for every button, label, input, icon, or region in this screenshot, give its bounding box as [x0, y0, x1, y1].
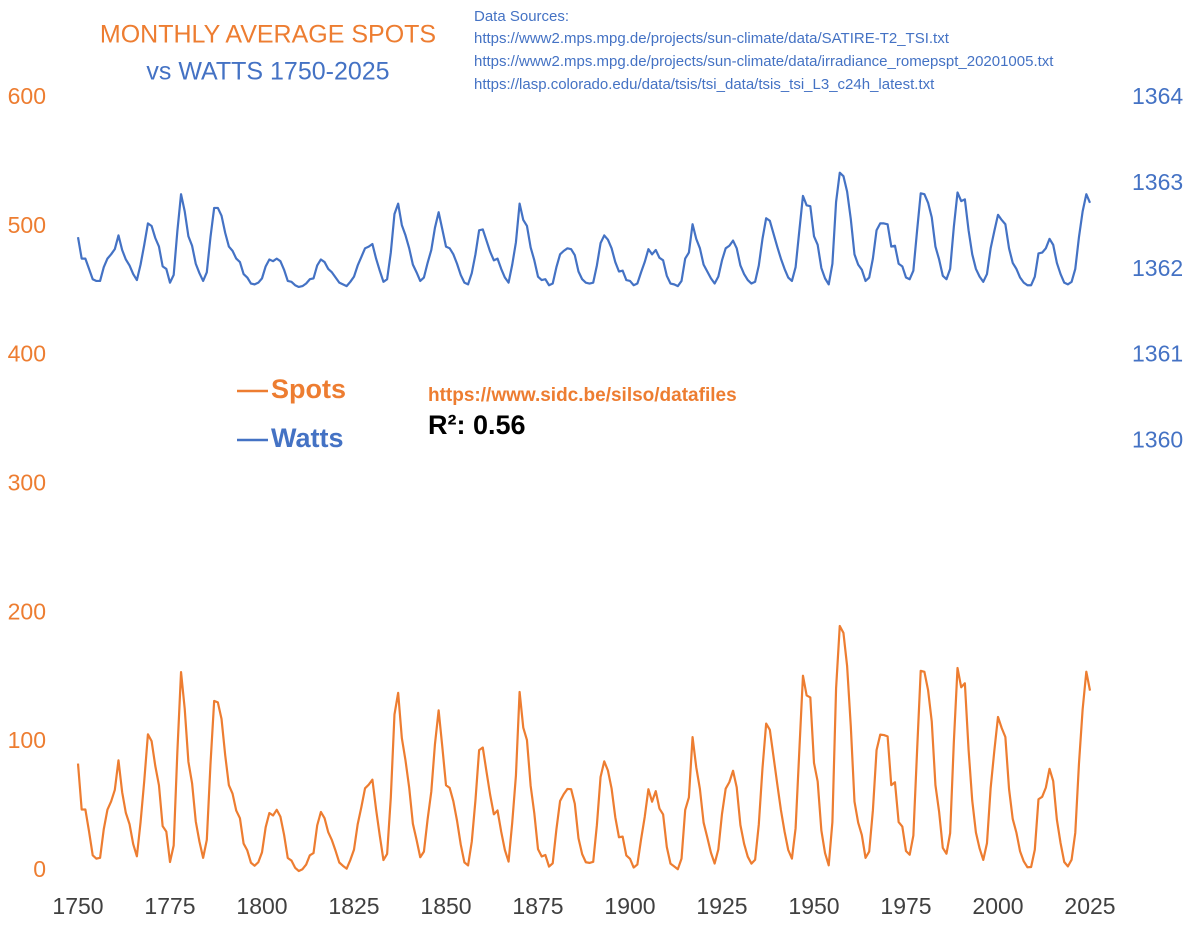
series-line — [76, 171, 1092, 289]
x-tick-label: 1950 — [788, 893, 839, 919]
y2-tick-label: 1364 — [1132, 83, 1183, 109]
series-line — [76, 624, 1092, 873]
plot-area — [76, 171, 1092, 873]
x-tick-label: 1925 — [696, 893, 747, 919]
source-url: https://www2.mps.mpg.de/projects/sun-cli… — [474, 30, 950, 47]
source-url: https://www2.mps.mpg.de/projects/sun-cli… — [474, 53, 1054, 70]
chart-subtitle: vs WATTS 1750-2025 — [146, 58, 389, 86]
y-tick-label: 0 — [33, 856, 46, 882]
y2-tick-label: 1361 — [1132, 341, 1183, 367]
y-tick-label: 400 — [8, 341, 46, 367]
x-tick-label: 1775 — [144, 893, 195, 919]
y-tick-label: 300 — [8, 470, 46, 496]
source-url: https://lasp.colorado.edu/data/tsis/tsi_… — [474, 76, 935, 93]
x-tick-label: 1850 — [420, 893, 471, 919]
y-tick-label: 500 — [8, 212, 46, 238]
y2-tick-label: 1362 — [1132, 255, 1183, 281]
y2-tick-label: 1363 — [1132, 169, 1183, 195]
x-tick-label: 1975 — [880, 893, 931, 919]
x-tick-label: 1750 — [52, 893, 103, 919]
y-tick-label: 200 — [8, 598, 46, 624]
sources-heading: Data Sources: — [474, 8, 569, 25]
x-tick-label: 2000 — [972, 893, 1023, 919]
x-tick-label: 2025 — [1064, 893, 1115, 919]
y2-tick-label: 1360 — [1132, 427, 1183, 453]
chart-title: MONTHLY AVERAGE SPOTS — [100, 21, 436, 49]
x-tick-label: 1825 — [328, 893, 379, 919]
x-tick-label: 1875 — [512, 893, 563, 919]
x-tick-label: 1900 — [604, 893, 655, 919]
legend-label: Watts — [271, 423, 344, 453]
annotation: R²: 0.56 — [428, 410, 526, 440]
legend-label: Spots — [271, 374, 346, 404]
y-tick-label: 600 — [8, 83, 46, 109]
x-tick-label: 1800 — [236, 893, 287, 919]
y-tick-label: 100 — [8, 727, 46, 753]
annotation: https://www.sidc.be/silso/datafiles — [428, 385, 737, 406]
